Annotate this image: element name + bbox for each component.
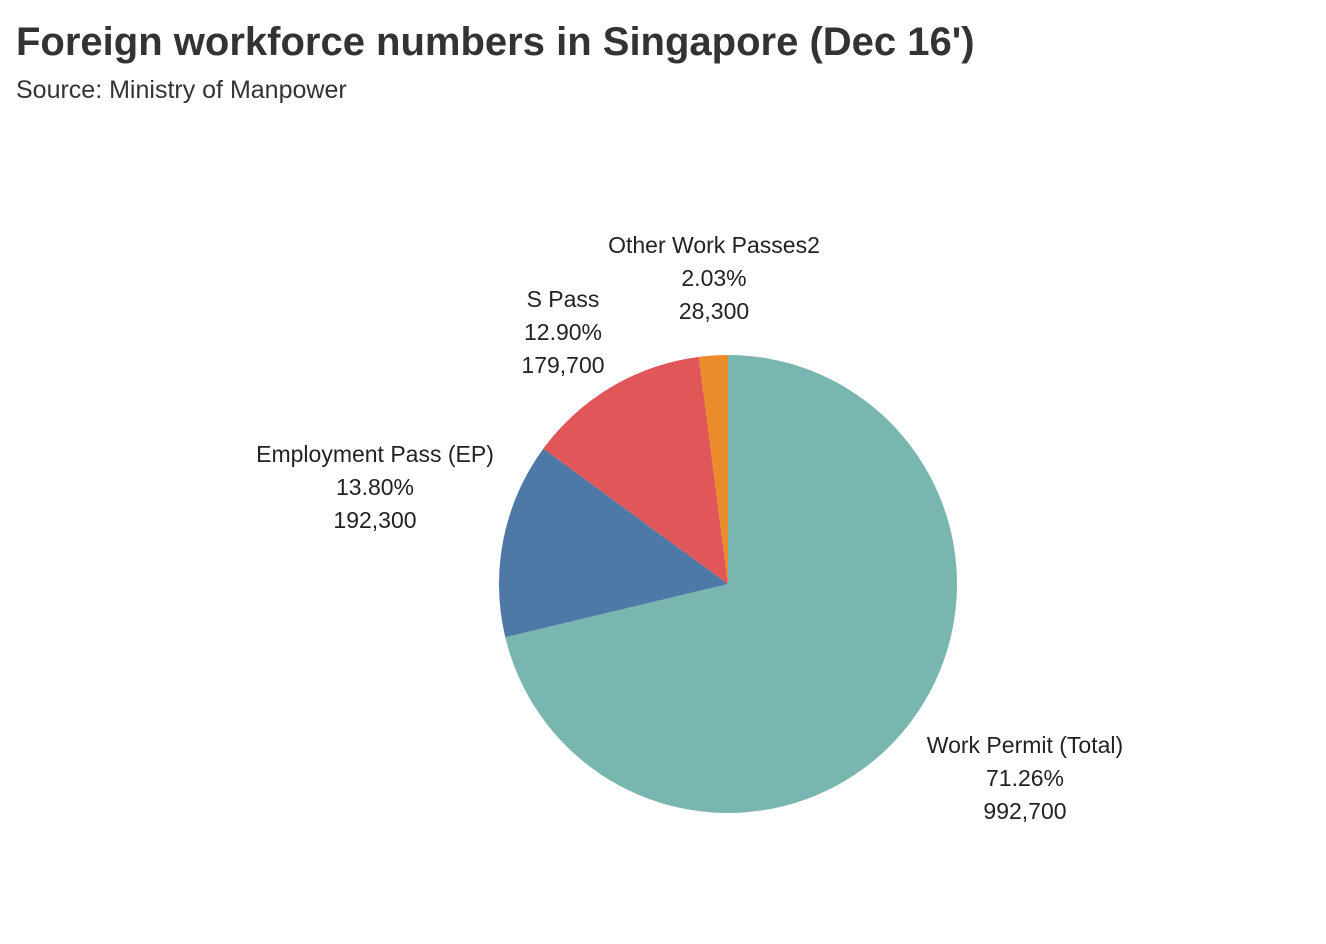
slice-value-label: 992,700: [983, 798, 1066, 824]
slice-value-label: 179,700: [521, 352, 604, 378]
chart-subtitle: Source: Ministry of Manpower: [16, 76, 347, 104]
chart-title: Foreign workforce numbers in Singapore (…: [16, 20, 975, 64]
slice-percent-label: 13.80%: [336, 474, 414, 500]
slice-label-s-pass: S Pass 12.90% 179,700: [521, 286, 604, 378]
slice-label-employment-pass-ep: Employment Pass (EP) 13.80% 192,300: [256, 441, 494, 533]
pie-slice-s-pass: [543, 356, 728, 584]
slice-percent-label: 12.90%: [524, 319, 602, 345]
pie-slices: [499, 355, 957, 813]
slice-value-label: 192,300: [333, 507, 416, 533]
slice-name-label: Other Work Passes2: [608, 232, 820, 258]
slice-label-other-work-passes2: Other Work Passes2 2.03% 28,300: [608, 232, 820, 324]
slice-name-label: Work Permit (Total): [927, 732, 1123, 758]
slice-name-label: S Pass: [527, 286, 600, 312]
pie-slice-employment-pass-ep: [499, 448, 728, 638]
slice-name-label: Employment Pass (EP): [256, 441, 494, 467]
pie-labels: Work Permit (Total) 71.26% 992,700 Employme…: [256, 232, 1123, 824]
slice-label-work-permit-total: Work Permit (Total) 71.26% 992,700: [927, 732, 1123, 824]
slice-percent-label: 71.26%: [986, 765, 1064, 791]
slice-value-label: 28,300: [679, 298, 749, 324]
pie-slice-work-permit-total: [505, 355, 957, 813]
slice-percent-label: 2.03%: [681, 265, 746, 291]
pie-slice-other-work-passes2: [698, 355, 728, 584]
